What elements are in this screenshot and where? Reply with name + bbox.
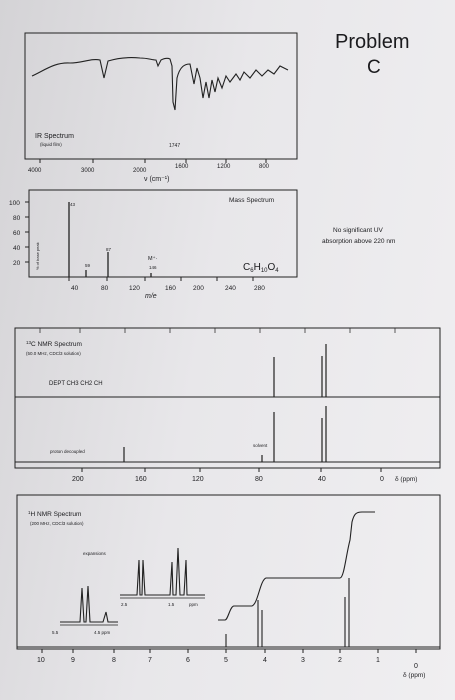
ms-x-80: 80 bbox=[101, 285, 109, 292]
ms-peak-label-m: M⁺· bbox=[148, 255, 157, 262]
h1-inset-tick-25: 2.5 bbox=[121, 602, 128, 607]
ms-peak-label-87: 87 bbox=[106, 247, 112, 252]
h1-frame bbox=[16, 494, 441, 650]
h1-x-2: 2 bbox=[338, 657, 342, 664]
ms-x-280: 280 bbox=[254, 285, 265, 292]
h1-x-9: 9 bbox=[71, 657, 75, 664]
c13-solvent: solvent bbox=[253, 443, 268, 448]
c13-sublabel: (50.0 MHz, CDCl3 solution) bbox=[26, 351, 81, 356]
h1-x-6: 6 bbox=[186, 657, 190, 664]
h1-sublabel: (200 MHz, CDCl3 solution) bbox=[30, 521, 84, 526]
ms-peaks bbox=[68, 202, 152, 277]
ms-y-80: 80 bbox=[13, 215, 21, 222]
c13-x-0: 0 bbox=[380, 476, 384, 483]
ir-tick-1600: 1600 bbox=[175, 164, 189, 170]
c13-nmr-spectrum: 13C NMR Spectrum (50.0 MHz, CDCl3 soluti… bbox=[14, 327, 441, 483]
c13-x-40: 40 bbox=[318, 476, 326, 483]
uv-note-line2: absorption above 220 nm bbox=[322, 238, 395, 245]
ms-label: Mass Spectrum bbox=[229, 197, 274, 204]
ms-formula: C6H10O4 bbox=[243, 262, 279, 274]
ms-x-40: 40 bbox=[71, 285, 79, 292]
h1-inset-tick-15: 1.5 bbox=[168, 602, 175, 607]
ms-frame bbox=[28, 189, 298, 278]
uv-note-line1: No significant UV bbox=[333, 227, 384, 234]
ms-y-40: 40 bbox=[13, 245, 21, 252]
h1-peaks bbox=[225, 578, 350, 647]
h1-inset-left: 5.5 4.5 ppm bbox=[52, 585, 118, 635]
ms-peak-label-59: 59 bbox=[85, 263, 91, 268]
ir-tick-1200: 1200 bbox=[217, 164, 231, 170]
ir-peak-label: 1747 bbox=[169, 143, 180, 149]
ms-peak-label-146: 146 bbox=[149, 265, 157, 270]
ir-tick-3000: 3000 bbox=[81, 168, 95, 174]
h1-inset-tick-45: 4.5 ppm bbox=[94, 630, 111, 635]
c13-unit: δ (ppm) bbox=[395, 476, 417, 483]
c13-proton-decoupled: proton decoupled bbox=[50, 449, 85, 454]
ms-x-200: 200 bbox=[193, 285, 204, 292]
c13-x-200: 200 bbox=[72, 476, 84, 483]
ir-axis bbox=[25, 158, 297, 163]
problem-letter: C bbox=[367, 57, 381, 78]
h1-x-8: 8 bbox=[112, 657, 116, 664]
h1-x-0: 0 bbox=[414, 663, 418, 670]
ir-sublabel: (liquid film) bbox=[40, 142, 62, 147]
ir-label: IR Spectrum bbox=[35, 133, 74, 140]
h1-inset-right: 2.5 1.5 ppm bbox=[120, 547, 205, 607]
h1-nmr-spectrum: 1H NMR Spectrum (200 MHz, CDCl3 solution… bbox=[16, 494, 441, 679]
ir-spectrum: IR Spectrum (liquid film) 1747 4000 3000… bbox=[24, 32, 298, 183]
c13-frame bbox=[14, 327, 441, 469]
c13-x-80: 80 bbox=[255, 476, 263, 483]
h1-x-10: 10 bbox=[37, 657, 45, 664]
h1-x-5: 5 bbox=[224, 657, 228, 664]
h1-inset-tick-55: 5.5 bbox=[52, 630, 59, 635]
ms-x-120: 120 bbox=[129, 285, 140, 292]
h1-unit: δ (ppm) bbox=[403, 672, 425, 679]
ms-x-240: 240 bbox=[225, 285, 236, 292]
h1-x-3: 3 bbox=[301, 657, 305, 664]
ms-y-60: 60 bbox=[13, 230, 21, 237]
h1-x-1: 1 bbox=[376, 657, 380, 664]
ir-frame bbox=[24, 32, 298, 160]
ms-y-20: 20 bbox=[13, 260, 21, 267]
ir-tick-4000: 4000 bbox=[28, 168, 42, 174]
c13-label: 13C NMR Spectrum bbox=[26, 340, 82, 348]
mass-spectrum: Mass Spectrum 100 80 60 40 20 % of base … bbox=[9, 189, 298, 300]
h1-x-4: 4 bbox=[263, 657, 267, 664]
c13-x-120: 120 bbox=[192, 476, 204, 483]
h1-expansions: expansions bbox=[83, 551, 107, 556]
c13-x-160: 160 bbox=[135, 476, 147, 483]
ir-xlabel: ν (cm⁻¹) bbox=[144, 176, 169, 183]
c13-peaks bbox=[123, 406, 327, 462]
h1-label: 1H NMR Spectrum bbox=[28, 510, 81, 518]
c13-dept: DEPT CH3 CH2 CH bbox=[49, 381, 103, 387]
ms-x-160: 160 bbox=[165, 285, 176, 292]
problem-title: Problem bbox=[335, 31, 409, 53]
h1-x-7: 7 bbox=[148, 657, 152, 664]
h1-integration-curve bbox=[218, 511, 375, 621]
ms-ylabel: % of base peak bbox=[35, 242, 40, 270]
ir-tick-800: 800 bbox=[259, 164, 270, 170]
ms-xlabel: m/e bbox=[145, 293, 157, 300]
ir-tick-2000: 2000 bbox=[133, 168, 147, 174]
ir-trace bbox=[31, 57, 289, 111]
c13-dept-peaks bbox=[273, 344, 327, 397]
ms-y-100: 100 bbox=[9, 200, 20, 207]
h1-inset-tick-ppm: ppm bbox=[189, 602, 198, 607]
ms-peak-label-43: 43 bbox=[70, 202, 76, 207]
